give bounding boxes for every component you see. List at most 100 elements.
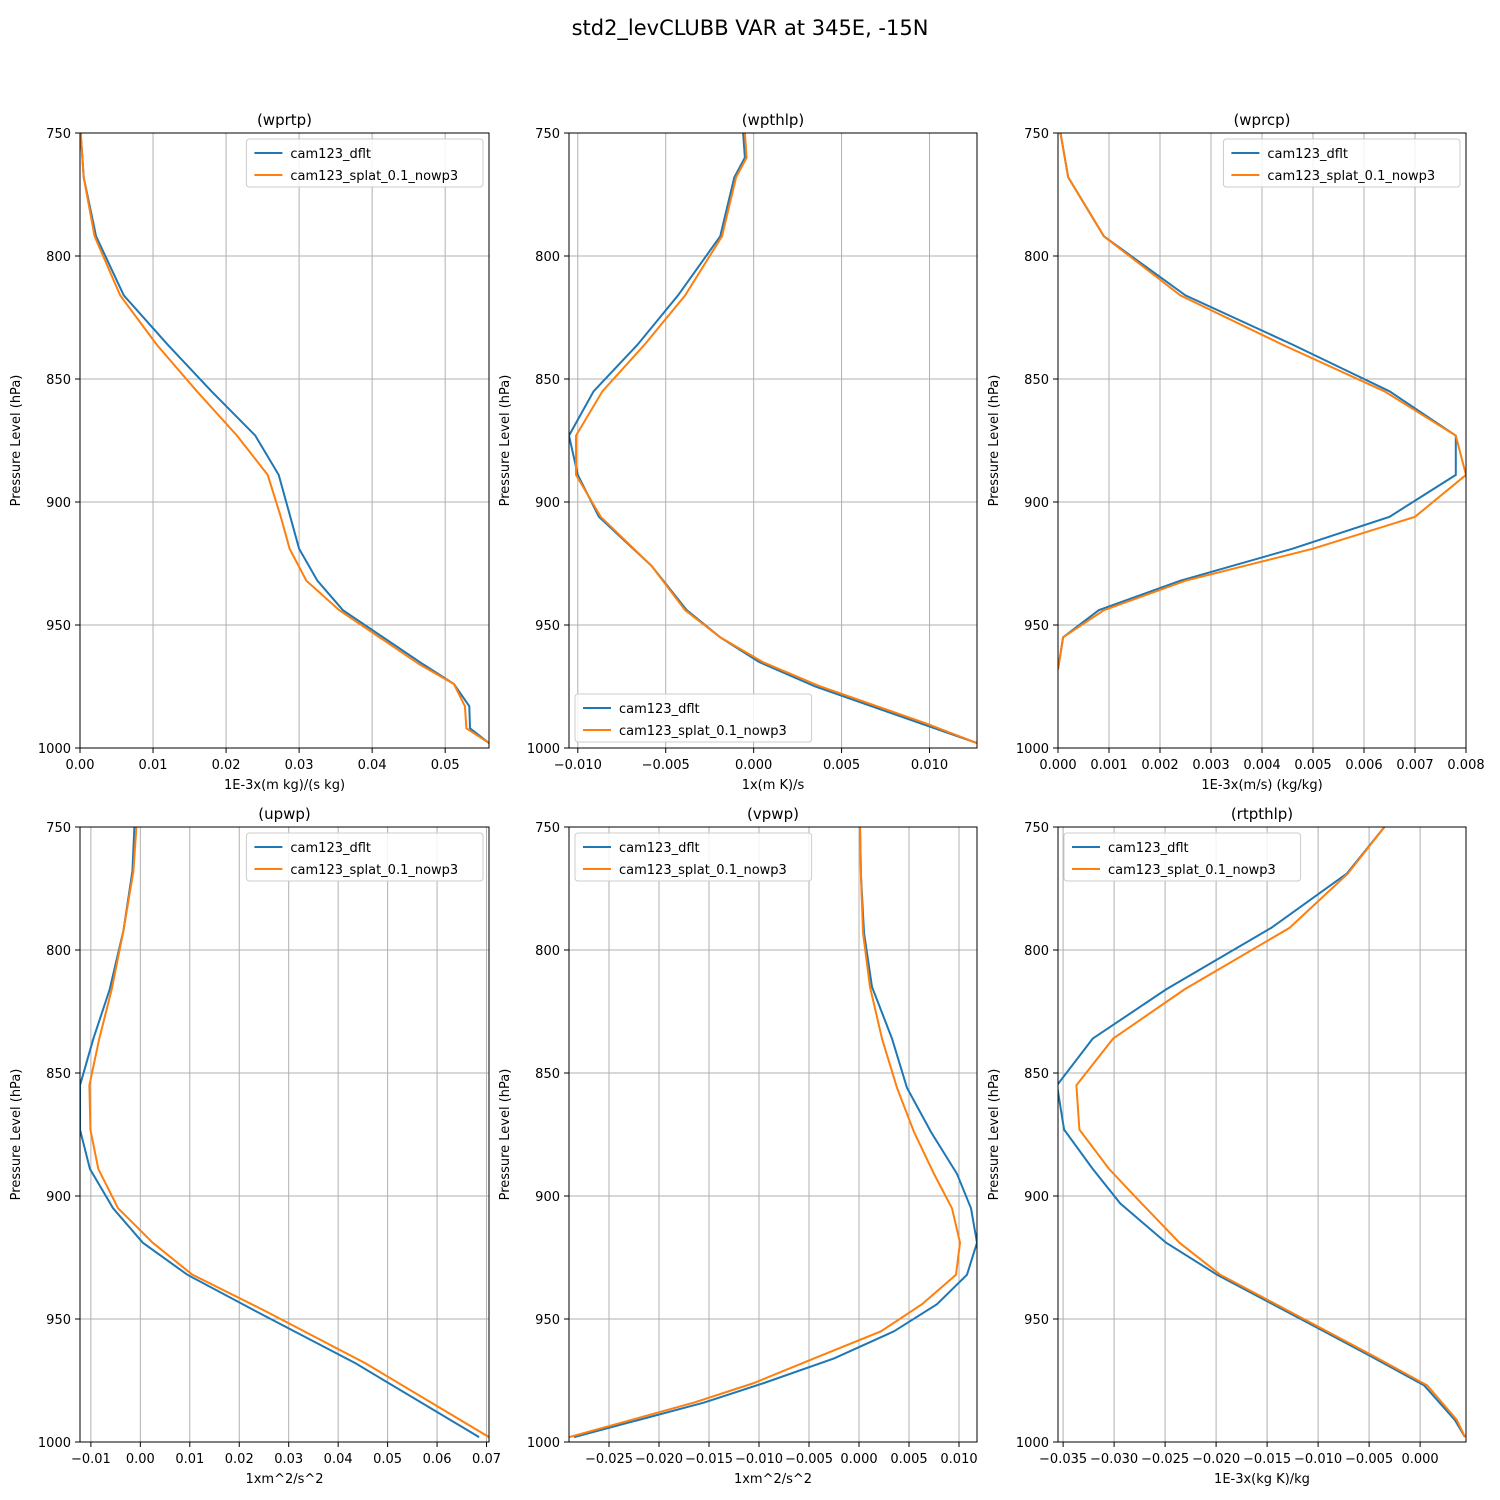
- x-tick-label: 0.07: [472, 1452, 501, 1467]
- series-line-cam123_splat_0.1_nowp3: [80, 133, 489, 744]
- series-line-cam123_dflt: [1058, 827, 1466, 1438]
- x-tick-label: −0.005: [642, 758, 690, 773]
- x-tick-label: 0.00: [126, 1452, 155, 1467]
- y-tick-label: 900: [1024, 1190, 1049, 1205]
- legend-box: [1063, 832, 1302, 882]
- axes-frame: [1057, 826, 1467, 1443]
- x-axis-label: 1xm^2/s^2: [734, 1472, 812, 1487]
- x-axis-label: 1x(m K)/s: [742, 778, 805, 793]
- series-line-cam123_splat_0.1_nowp3: [88, 827, 489, 1438]
- legend: cam123_dflt cam123_splat_0.1_nowp3: [1063, 832, 1302, 882]
- y-tick-label: 800: [1024, 944, 1049, 959]
- x-tick-label: 0.002: [1141, 758, 1178, 773]
- x-tick-label: 0.010: [940, 1452, 977, 1467]
- x-tick-label: 0.04: [324, 1452, 353, 1467]
- legend-label: cam123_dflt: [290, 147, 371, 162]
- y-axis-label: Pressure Level (hPa): [987, 375, 1002, 507]
- y-tick-label: 900: [46, 496, 71, 511]
- panel-wprtp: 0.00 0.01 0.02 0.03 0.04 0.05 750 800 850 900 950 1…: [9, 111, 490, 793]
- panel-vpwp: −0.025 −0.020 −0.015 −0.010 −0.005 0.000 0.005…: [498, 805, 978, 1487]
- y-tick-label: 900: [535, 1190, 560, 1205]
- y-tick-label: 900: [1024, 496, 1049, 511]
- legend-label: cam123_dflt: [1108, 841, 1189, 856]
- legend-label: cam123_splat_0.1_nowp3: [1267, 169, 1435, 184]
- legend-label: cam123_dflt: [1267, 147, 1348, 162]
- x-axis-label: 1xm^2/s^2: [245, 1472, 323, 1487]
- y-tick-label: 1000: [38, 1436, 71, 1451]
- y-tick-label: 1000: [1016, 742, 1049, 757]
- x-tick-label: 0.000: [735, 758, 772, 773]
- y-tick-label: 750: [1024, 821, 1049, 836]
- x-tick-label: 0.03: [285, 758, 314, 773]
- y-tick-label: 750: [535, 821, 560, 836]
- series-line-cam123_dflt: [573, 827, 977, 1439]
- series-line-cam123_dflt: [569, 133, 977, 745]
- x-tick-label: 0.02: [212, 758, 241, 773]
- x-tick-label: −0.025: [1141, 1452, 1189, 1467]
- x-tick-label: 0.06: [423, 1452, 452, 1467]
- x-tick-label: −0.005: [1345, 1452, 1393, 1467]
- y-tick-label: 850: [535, 373, 560, 388]
- y-tick-label: 850: [1024, 1067, 1049, 1082]
- x-tick-label: −0.030: [1090, 1452, 1138, 1467]
- series-line-cam123_splat_0.1_nowp3: [1058, 133, 1466, 670]
- y-axis-label: Pressure Level (hPa): [498, 1069, 513, 1201]
- y-tick-label: 800: [46, 250, 71, 265]
- legend-box: [1222, 138, 1461, 188]
- legend-label: cam123_dflt: [619, 841, 700, 856]
- legend: cam123_dflt cam123_splat_0.1_nowp3: [245, 832, 484, 882]
- x-tick-label: 0.005: [823, 758, 860, 773]
- panel-title: (upwp): [258, 805, 311, 823]
- legend-label: cam123_splat_0.1_nowp3: [290, 863, 458, 878]
- x-tick-label: 0.000: [840, 1452, 877, 1467]
- legend-box: [574, 832, 813, 882]
- panel-title: (wprcp): [1233, 111, 1290, 129]
- y-tick-label: 900: [535, 496, 560, 511]
- panel-title: (rtpthlp): [1231, 805, 1293, 823]
- y-axis-label: Pressure Level (hPa): [9, 375, 24, 507]
- panel-title: (wpthlp): [742, 111, 805, 129]
- legend-label: cam123_dflt: [619, 702, 700, 717]
- legend-label: cam123_splat_0.1_nowp3: [290, 169, 458, 184]
- y-tick-label: 1000: [1016, 1436, 1049, 1451]
- x-tick-label: 0.05: [431, 758, 460, 773]
- x-tick-label: 0.005: [1294, 758, 1331, 773]
- panel-title: (vpwp): [747, 805, 799, 823]
- legend: cam123_dflt cam123_splat_0.1_nowp3: [1222, 138, 1461, 188]
- x-tick-label: −0.005: [785, 1452, 833, 1467]
- y-tick-label: 900: [46, 1190, 71, 1205]
- y-tick-label: 850: [46, 373, 71, 388]
- x-tick-label: −0.020: [635, 1452, 683, 1467]
- legend: cam123_dflt cam123_splat_0.1_nowp3: [574, 693, 813, 743]
- y-tick-label: 750: [46, 127, 71, 142]
- axes-frame: [79, 132, 490, 749]
- x-tick-label: −0.035: [1039, 1452, 1087, 1467]
- x-tick-label: 0.006: [1345, 758, 1382, 773]
- y-axis-label: Pressure Level (hPa): [987, 1069, 1002, 1201]
- legend-label: cam123_dflt: [290, 841, 371, 856]
- figure-title: std2_levCLUBB VAR at 345E, -15N: [571, 16, 929, 40]
- x-tick-label: 0.02: [225, 1452, 254, 1467]
- x-tick-label: 0.004: [1243, 758, 1280, 773]
- series-line-cam123_splat_0.1_nowp3: [575, 133, 977, 745]
- series-line-cam123_dflt: [1058, 133, 1457, 670]
- panel-wprcp: 0.000 0.001 0.002 0.003 0.004 0.005 0.006 0.007…: [987, 111, 1485, 793]
- y-tick-label: 950: [535, 1313, 560, 1328]
- x-tick-label: −0.01: [71, 1452, 111, 1467]
- y-tick-label: 1000: [38, 742, 71, 757]
- y-tick-label: 950: [46, 1313, 71, 1328]
- x-tick-label: −0.010: [1294, 1452, 1342, 1467]
- legend-box: [245, 138, 484, 188]
- series-line-cam123_splat_0.1_nowp3: [1075, 827, 1466, 1438]
- y-tick-label: 850: [1024, 373, 1049, 388]
- x-tick-label: 0.04: [358, 758, 387, 773]
- y-tick-label: 1000: [527, 1436, 560, 1451]
- y-tick-label: 750: [535, 127, 560, 142]
- axes-frame: [79, 826, 490, 1443]
- x-tick-label: 0.005: [890, 1452, 927, 1467]
- series-line-cam123_dflt: [80, 133, 489, 744]
- y-axis-label: Pressure Level (hPa): [498, 375, 513, 507]
- x-axis-label: 1E-3x(m/s) (kg/kg): [1201, 778, 1322, 793]
- x-tick-label: 0.000: [1401, 1452, 1438, 1467]
- panel-wpthlp: −0.010 −0.005 0.000 0.005 0.010 750 800 850 900 9…: [498, 111, 978, 793]
